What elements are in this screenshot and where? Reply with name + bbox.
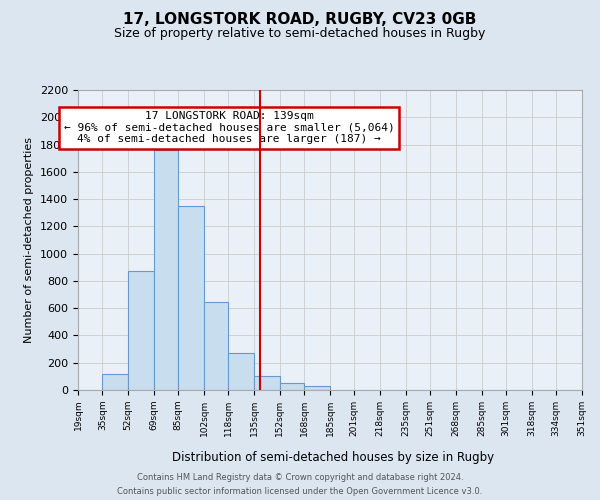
Text: Contains public sector information licensed under the Open Government Licence v3: Contains public sector information licen… xyxy=(118,486,482,496)
Bar xyxy=(102,374,128,390)
Text: 17, LONGSTORK ROAD, RUGBY, CV23 0GB: 17, LONGSTORK ROAD, RUGBY, CV23 0GB xyxy=(124,12,476,28)
Bar xyxy=(254,376,280,390)
Text: Distribution of semi-detached houses by size in Rugby: Distribution of semi-detached houses by … xyxy=(172,451,494,464)
Y-axis label: Number of semi-detached properties: Number of semi-detached properties xyxy=(25,137,34,343)
Text: Contains HM Land Registry data © Crown copyright and database right 2024.: Contains HM Land Registry data © Crown c… xyxy=(137,473,463,482)
Bar xyxy=(304,386,330,390)
Bar xyxy=(128,272,154,390)
Bar xyxy=(178,206,204,390)
Bar xyxy=(228,353,254,390)
Text: 17 LONGSTORK ROAD: 139sqm
← 96% of semi-detached houses are smaller (5,064)
4% o: 17 LONGSTORK ROAD: 139sqm ← 96% of semi-… xyxy=(64,111,395,144)
Bar xyxy=(280,382,304,390)
Bar xyxy=(204,302,228,390)
Bar xyxy=(154,150,178,390)
Text: Size of property relative to semi-detached houses in Rugby: Size of property relative to semi-detach… xyxy=(115,28,485,40)
